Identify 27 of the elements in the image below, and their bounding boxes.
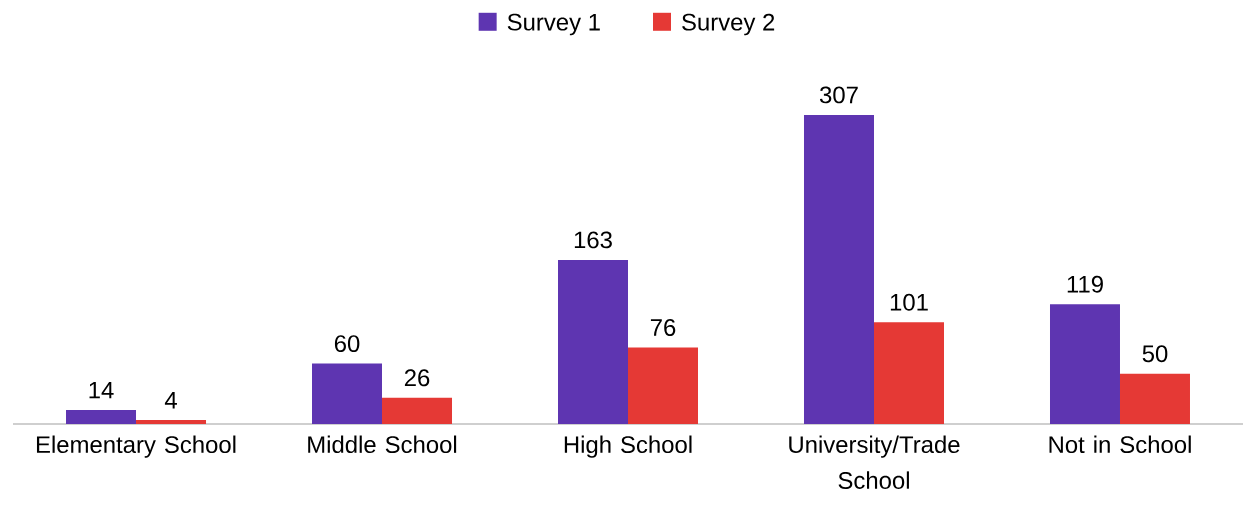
x-tick-label: University/Trade School (789, 435, 960, 489)
bar (312, 363, 382, 424)
bar (558, 259, 628, 424)
data-label: 76 (650, 319, 676, 336)
x-tick-label: Elementary School (36, 435, 236, 458)
data-label: 163 (574, 231, 612, 249)
data-label: 101 (890, 293, 928, 311)
data-label: 307 (819, 86, 858, 104)
x-tick-label: High School (564, 435, 692, 458)
bar (628, 347, 698, 424)
data-label: 119 (1067, 275, 1103, 293)
data-label: 50 (1142, 345, 1168, 363)
data-label: 26 (404, 369, 430, 387)
bar (136, 419, 207, 424)
x-tick-label: Not in School (1049, 435, 1191, 454)
bar (66, 409, 137, 424)
x-tick-label: Middle School (308, 435, 457, 454)
data-label: 60 (334, 335, 360, 353)
bar (804, 114, 874, 424)
data-label: 14 (89, 381, 114, 399)
legend-label: Survey 1 (507, 13, 600, 36)
legend-label: Survey 2 (682, 13, 775, 36)
data-label: 4 (164, 391, 177, 409)
bar (874, 322, 944, 424)
bar (1049, 304, 1120, 424)
bar (1119, 373, 1190, 424)
bar (382, 397, 453, 424)
